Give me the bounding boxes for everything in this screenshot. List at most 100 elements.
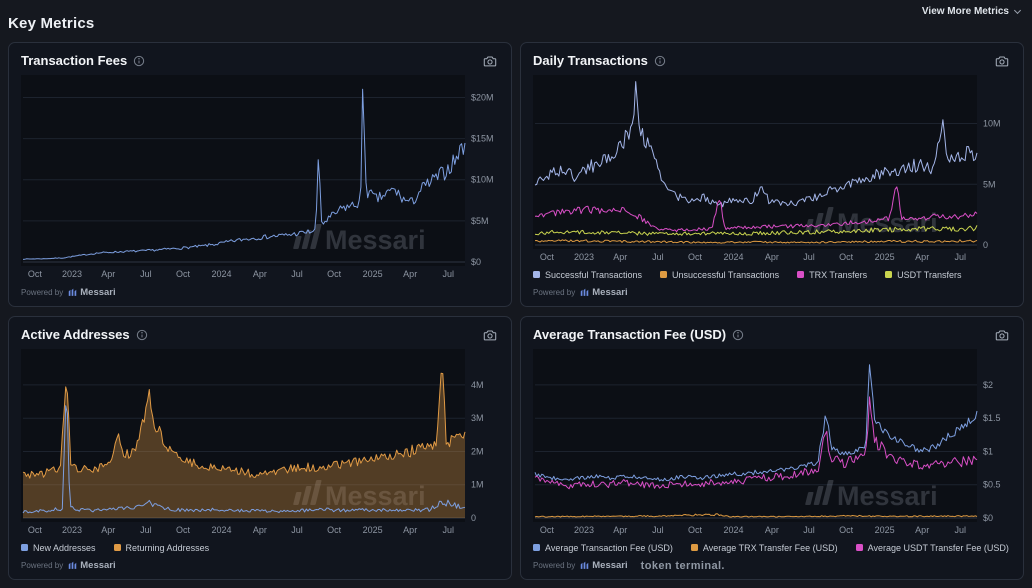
legend-swatch: [855, 544, 863, 551]
x-tick-label: Jul: [652, 525, 664, 535]
info-icon[interactable]: [136, 329, 148, 341]
average-transaction-fee-chart[interactable]: $0 $0.5 $1 $1.5 $2 Messari: [533, 349, 1011, 522]
svg-text:0: 0: [983, 240, 988, 249]
legend-item-usdt-transfers[interactable]: USDT Transfers: [885, 270, 961, 280]
legend-item-average-usdt-transfer-fee-usd[interactable]: Average USDT Transfer Fee (USD): [855, 543, 1009, 553]
panel-transaction-fees: Transaction Fees $0 $5M $10M $15M $20M Messar…: [8, 42, 512, 307]
svg-text:$10M: $10M: [471, 175, 494, 185]
x-tick-label: 2023: [62, 269, 83, 279]
x-axis-labels: Oct 2023 Apr Jul Oct 2024 Apr Jul Oct 2025 Apr Jul: [21, 266, 499, 281]
svg-text:2M: 2M: [471, 447, 484, 457]
x-tick-label: Apr: [252, 269, 267, 279]
x-tick-label: Apr: [403, 525, 418, 535]
powered-by-label: Powered by: [21, 288, 64, 297]
x-axis-labels: Oct 2023 Apr Jul Oct 2024 Apr Jul Oct 2025 Apr Jul: [533, 522, 1011, 537]
legend-item-returning-addresses[interactable]: Returning Addresses: [113, 543, 209, 553]
legend-item-successful-transactions[interactable]: Successful Transactions: [533, 270, 642, 280]
messari-wordmark: Messari: [80, 287, 116, 298]
powered-by-footer: Powered by Messari token terminal.: [533, 559, 1011, 572]
token-terminal-logo[interactable]: token terminal.: [640, 559, 725, 572]
transaction-fees-chart[interactable]: $0 $5M $10M $15M $20M Messari: [21, 75, 499, 266]
legend-label: New Addresses: [33, 542, 96, 553]
svg-text:$1: $1: [983, 447, 993, 457]
svg-text:5M: 5M: [983, 179, 996, 189]
powered-by-footer: Powered by Messari: [21, 559, 499, 572]
x-tick-label: Jul: [140, 525, 152, 535]
legend-swatch: [21, 544, 28, 551]
legend-swatch: [797, 271, 805, 278]
x-tick-label: Oct: [175, 269, 191, 279]
camera-snapshot-icon[interactable]: [481, 53, 499, 69]
x-tick-label: Apr: [915, 525, 930, 535]
charts-grid: Transaction Fees $0 $5M $10M $15M $20M Messar…: [0, 42, 1032, 580]
active-addresses-chart[interactable]: 0 1M 2M 3M 4M Messari: [21, 349, 499, 522]
x-tick-label: 2023: [574, 525, 595, 535]
x-tick-label: Apr: [915, 252, 930, 262]
legend-item-new-addresses[interactable]: New Addresses: [21, 543, 96, 553]
powered-by-footer: Powered by Messari: [21, 286, 499, 299]
panel-average-transaction-fee: Average Transaction Fee (USD) $0 $0.5 $1 $1…: [520, 316, 1024, 580]
x-tick-label: Jul: [442, 269, 454, 279]
info-icon[interactable]: [732, 329, 744, 341]
chart-legend: Average Transaction Fee (USD) Average TRX…: [533, 541, 1011, 554]
legend-item-unsuccessful-transactions[interactable]: Unsuccessful Transactions: [660, 270, 779, 280]
camera-snapshot-icon[interactable]: [481, 327, 499, 343]
x-tick-label: 2023: [574, 252, 595, 262]
info-icon[interactable]: [654, 55, 666, 67]
messari-wordmark: Messari: [592, 287, 628, 298]
view-more-metrics-label: View More Metrics: [921, 6, 1009, 17]
svg-text:$0.5: $0.5: [983, 480, 1001, 490]
messari-footer-link[interactable]: Messari: [580, 287, 628, 298]
x-tick-label: Jul: [442, 525, 454, 535]
panel-head: Transaction Fees: [21, 53, 499, 69]
legend-swatch: [533, 271, 540, 278]
legend-item-trx-transfers[interactable]: TRX Transfers: [797, 270, 867, 280]
view-more-metrics-button[interactable]: View More Metrics: [921, 6, 1022, 17]
x-tick-label: Oct: [327, 525, 342, 535]
x-axis-labels: Oct 2023 Apr Jul Oct 2024 Apr Jul Oct 2025 Apr Jul: [533, 249, 1011, 264]
legend-item-average-transaction-fee-usd[interactable]: Average Transaction Fee (USD): [533, 543, 673, 553]
x-tick-label: 2025: [874, 525, 895, 535]
x-tick-label: 2024: [211, 525, 232, 535]
camera-snapshot-icon[interactable]: [993, 327, 1011, 343]
legend-label: TRX Transfers: [809, 269, 868, 280]
daily-transactions-chart[interactable]: 0 5M 10M Messari: [533, 75, 1011, 249]
legend-label: Average Transaction Fee (USD): [545, 542, 673, 553]
svg-text:Messari: Messari: [325, 481, 426, 511]
powered-by-label: Powered by: [21, 561, 64, 570]
chevron-down-icon: [1013, 6, 1022, 14]
messari-wordmark: Messari: [80, 560, 116, 571]
x-tick-label: Oct: [27, 525, 42, 535]
x-tick-label: Oct: [839, 252, 854, 262]
panel-title: Average Transaction Fee (USD): [533, 327, 727, 342]
messari-footer-link[interactable]: Messari: [580, 560, 628, 571]
x-tick-label: Jul: [803, 525, 815, 535]
x-tick-label: Jul: [954, 252, 966, 262]
x-tick-label: 2025: [362, 269, 383, 279]
x-tick-label: Apr: [613, 252, 628, 262]
legend-label: Successful Transactions: [545, 269, 643, 280]
x-axis-labels: Oct 2023 Apr Jul Oct 2024 Apr Jul Oct 2025 Apr Jul: [21, 522, 499, 537]
panel-active-addresses: Active Addresses 0 1M 2M 3M 4M Messari Oct 202…: [8, 316, 512, 580]
svg-text:10M: 10M: [983, 119, 1001, 129]
x-tick-label: Oct: [687, 525, 703, 535]
messari-footer-link[interactable]: Messari: [68, 560, 116, 571]
x-tick-label: Oct: [687, 252, 703, 262]
x-tick-label: 2023: [62, 525, 83, 535]
svg-text:$0: $0: [471, 257, 481, 266]
x-tick-label: Apr: [403, 269, 418, 279]
camera-snapshot-icon[interactable]: [993, 53, 1011, 69]
info-icon[interactable]: [133, 55, 145, 67]
powered-by-label: Powered by: [533, 561, 576, 570]
svg-text:$20M: $20M: [471, 93, 494, 103]
x-tick-label: Jul: [140, 269, 152, 279]
powered-by-label: Powered by: [533, 288, 576, 297]
svg-text:$0: $0: [983, 513, 993, 522]
legend-item-average-trx-transfer-fee-usd[interactable]: Average TRX Transfer Fee (USD): [690, 542, 838, 553]
chart-legend: Successful Transactions Unsuccessful Tran…: [533, 268, 1011, 281]
x-tick-label: 2025: [874, 252, 895, 262]
legend-label: Average TRX Transfer Fee (USD): [702, 542, 838, 553]
messari-wordmark: Messari: [592, 560, 628, 571]
x-tick-label: Apr: [764, 252, 779, 262]
messari-footer-link[interactable]: Messari: [68, 287, 116, 298]
